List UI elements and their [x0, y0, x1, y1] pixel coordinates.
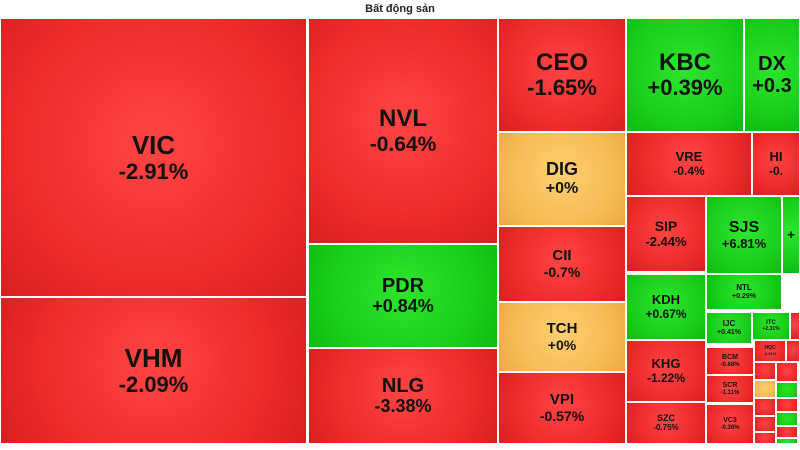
- treemap: VIC -2.91% VHM -2.09% NVL -0.64% PDR +0.84% NLG -…: [0, 18, 800, 450]
- tile-symbol: KBC: [659, 48, 711, 76]
- tile-symbol: CII: [552, 247, 572, 265]
- treemap-tile-vic[interactable]: VIC -2.91%: [0, 18, 307, 297]
- treemap-tile-nvl[interactable]: NVL -0.64%: [308, 18, 498, 244]
- tile-symbol: NLG: [381, 375, 425, 398]
- treemap-tile[interactable]: [790, 312, 800, 340]
- tile-symbol: HI: [769, 149, 783, 165]
- tile-change: +0.84%: [372, 296, 434, 317]
- tile-symbol: CEO: [535, 48, 588, 76]
- treemap-tile[interactable]: [776, 398, 798, 412]
- tile-symbol: SCR: [722, 381, 738, 389]
- tile-change: -0.4%: [673, 163, 705, 178]
- tile-symbol: SIP: [654, 218, 678, 235]
- treemap-tile[interactable]: [776, 412, 798, 426]
- tile-symbol: PDR: [381, 275, 425, 298]
- treemap-tile-dig[interactable]: DIG +0%: [498, 132, 626, 226]
- treemap-tile[interactable]: +: [782, 196, 800, 274]
- tile-symbol: VHM: [124, 343, 183, 374]
- tile-change: +0%: [545, 180, 579, 198]
- treemap-tile[interactable]: [776, 382, 798, 398]
- treemap-tile[interactable]: [776, 438, 798, 444]
- tile-change: -0.: [768, 163, 783, 178]
- tile-change: -1.11%: [720, 389, 740, 396]
- treemap-tile-vc3[interactable]: VC3 -0.36%: [706, 404, 754, 444]
- treemap-tile-ntl[interactable]: NTL +0.29%: [706, 274, 782, 310]
- treemap-tile-tch[interactable]: TCH +0%: [498, 302, 626, 372]
- tile-change: -2.09%: [118, 371, 189, 397]
- treemap-tile-ceo[interactable]: CEO -1.65%: [498, 18, 626, 132]
- tile-symbol: BCM: [722, 353, 738, 361]
- tile-change: +0%: [547, 336, 577, 353]
- treemap-tile-hqc[interactable]: HQC -0.61%: [754, 340, 786, 362]
- treemap-tile-hi[interactable]: HI -0.: [752, 132, 800, 196]
- treemap-tile-ijc[interactable]: IJC +0.41%: [706, 312, 752, 344]
- chart-title: Bất động sản: [365, 3, 435, 15]
- tile-change: -0.36%: [720, 424, 740, 431]
- tile-change: +6.81%: [721, 235, 767, 251]
- treemap-tile-kbc[interactable]: KBC +0.39%: [626, 18, 744, 132]
- tile-change: -0.64%: [369, 132, 437, 156]
- tile-change: -1.22%: [646, 370, 686, 385]
- tile-change: +: [787, 226, 795, 242]
- tile-change: -0.7%: [543, 263, 581, 280]
- tile-symbol: ITC: [766, 319, 776, 326]
- treemap-tile[interactable]: [754, 380, 776, 398]
- treemap-tile-dx[interactable]: DX +0.3: [744, 18, 800, 132]
- tile-change: -2.44%: [645, 233, 687, 249]
- tile-symbol: DX: [758, 53, 786, 75]
- treemap-tile[interactable]: [754, 398, 776, 416]
- treemap-tile-scr[interactable]: SCR -1.11%: [706, 375, 754, 403]
- tile-symbol: VPI: [549, 391, 575, 409]
- tile-change: -2.91%: [118, 158, 189, 184]
- treemap-tile-vhm[interactable]: VHM -2.09%: [0, 297, 307, 444]
- treemap-tile-bcm[interactable]: BCM -0.68%: [706, 347, 754, 375]
- tile-symbol: KHG: [651, 356, 681, 372]
- tile-symbol: NVL: [379, 105, 427, 133]
- tile-change: +0.67%: [645, 306, 687, 321]
- treemap-tile-sjs[interactable]: SJS +6.81%: [706, 196, 782, 274]
- tile-symbol: DIG: [545, 159, 578, 180]
- tile-symbol: TCH: [546, 320, 578, 338]
- treemap-tile[interactable]: [754, 416, 776, 432]
- tile-symbol: KDH: [651, 292, 681, 308]
- tile-symbol: NTL: [736, 282, 752, 292]
- tile-change: +0.29%: [732, 292, 756, 300]
- tile-symbol: IJC: [722, 318, 736, 328]
- tile-symbol: VC3: [723, 416, 737, 424]
- treemap-tile[interactable]: [786, 340, 800, 362]
- treemap-tile-vpi[interactable]: VPI -0.57%: [498, 372, 626, 444]
- treemap-tile-cii[interactable]: CII -0.7%: [498, 226, 626, 302]
- tile-change: -0.61%: [763, 350, 777, 356]
- treemap-tile[interactable]: [776, 426, 798, 438]
- treemap-tile-nlg[interactable]: NLG -3.38%: [308, 348, 498, 444]
- treemap-tile-itc[interactable]: ITC +2.31%: [752, 312, 790, 340]
- tile-change: +0.39%: [647, 75, 723, 101]
- treemap-tile-khg[interactable]: KHG -1.22%: [626, 340, 706, 402]
- treemap-tile-sip[interactable]: SIP -2.44%: [626, 196, 706, 272]
- tile-change: -3.38%: [374, 396, 432, 417]
- tile-symbol: SZC: [657, 412, 675, 423]
- tile-change: -0.57%: [539, 407, 585, 424]
- tile-symbol: HQC: [764, 345, 776, 352]
- tile-change: -0.75%: [653, 422, 679, 432]
- tile-symbol: SJS: [728, 219, 760, 237]
- tile-change: -0.68%: [720, 361, 740, 368]
- tile-change: -1.65%: [527, 75, 597, 101]
- tile-change: +0.3: [752, 75, 792, 97]
- tile-symbol: VRE: [675, 149, 703, 165]
- tile-change: +2.31%: [762, 325, 780, 332]
- treemap-tile[interactable]: [776, 362, 798, 382]
- treemap-tile-kdh[interactable]: KDH +0.67%: [626, 274, 706, 340]
- treemap-tile-vre[interactable]: VRE -0.4%: [626, 132, 752, 196]
- treemap-tile-pdr[interactable]: PDR +0.84%: [308, 244, 498, 348]
- treemap-tile-szc[interactable]: SZC -0.75%: [626, 402, 706, 444]
- tile-symbol: VIC: [131, 130, 176, 161]
- tile-change: +0.41%: [717, 328, 741, 336]
- treemap-tile[interactable]: [754, 362, 776, 380]
- treemap-tile[interactable]: [754, 432, 776, 444]
